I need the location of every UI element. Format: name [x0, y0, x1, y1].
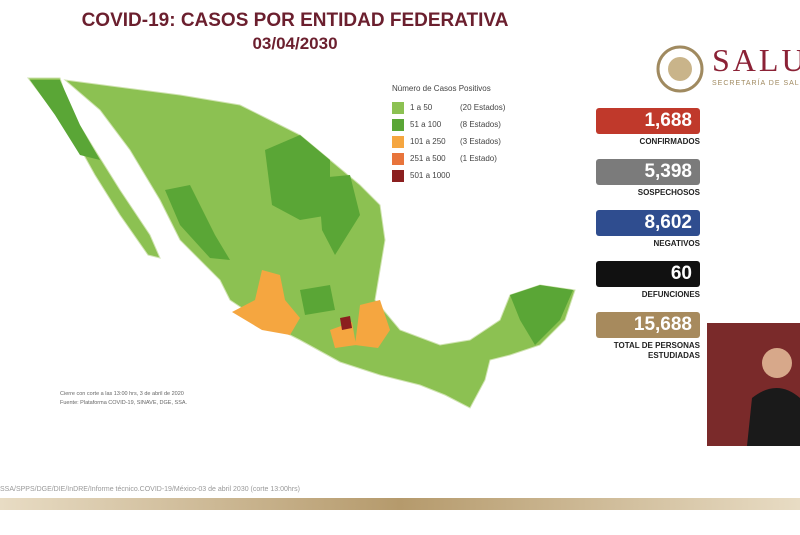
- stat-label: SOSPECHOSOS: [637, 188, 700, 197]
- logo-name: SALU: [712, 42, 800, 78]
- legend-range: 101 a 250: [410, 137, 446, 146]
- legend-swatch: [392, 118, 404, 131]
- legend-count: (20 Estados): [460, 103, 506, 112]
- stat-value: 1,688: [596, 108, 700, 134]
- state-green: [165, 185, 230, 260]
- footer: SSA/SPPS/DGE/DIE/InDRE/Informe técnico.C…: [0, 486, 300, 493]
- state-green: [265, 135, 330, 220]
- legend-count: (1 Estado): [460, 154, 497, 163]
- state-orange: [232, 270, 300, 335]
- stat-value: 15,688: [596, 312, 700, 338]
- legend-item: 251 a 500 (1 Estado): [392, 150, 505, 167]
- legend-swatch: [392, 169, 404, 182]
- state-darkred: [340, 316, 352, 330]
- stat-value: 5,398: [596, 159, 700, 185]
- mainland: [63, 79, 576, 409]
- state-orange: [355, 300, 390, 348]
- notes: Cierre con corte a las 13:00 hrs, 3 de a…: [60, 390, 187, 408]
- map: [26, 77, 576, 409]
- stat-label: CONFIRMADOS: [639, 137, 700, 146]
- legend-title: Número de Casos Positivos: [392, 84, 491, 93]
- stat-value: 60: [596, 261, 700, 287]
- stats: 1,688 CONFIRMADOS 5,398 SOSPECHOSOS 8,602 NEG…: [596, 108, 700, 363]
- legend-item: 51 a 100 (8 Estados): [392, 116, 505, 133]
- state-green: [318, 175, 360, 255]
- legend-range: 1 a 50: [410, 103, 433, 112]
- legend-count: (3 Estados): [460, 137, 501, 146]
- date: 03/04/2030: [252, 34, 338, 53]
- legend-swatch: [392, 135, 404, 148]
- legend-item: 101 a 250 (3 Estados): [392, 133, 505, 150]
- stat-label: NEGATIVOS: [653, 239, 700, 248]
- state-green: [30, 80, 100, 160]
- stat-label: TOTAL DE PERSONAS ESTUDIADAS: [613, 341, 700, 360]
- footer-bar: [0, 498, 800, 510]
- legend-range: 501 a 1000: [410, 171, 451, 180]
- interpreter-video: [707, 323, 800, 446]
- title: COVID-19: CASOS POR ENTIDAD FEDERATIVA: [81, 10, 509, 31]
- note: Fuente: Plataforma COVID-19, SINAVE, DGE…: [60, 400, 188, 406]
- legend-swatch: [392, 152, 404, 165]
- legend-range: 51 a 100: [410, 120, 442, 129]
- note: Cierre con corte a las 13:00 hrs, 3 de a…: [60, 391, 184, 397]
- state-green: [510, 285, 573, 345]
- legend-swatch: [392, 101, 404, 114]
- state-green: [300, 285, 335, 315]
- legend-count: (8 Estados): [460, 120, 501, 129]
- stat-value: 8,602: [596, 210, 700, 236]
- legend-item: 501 a 1000: [392, 167, 505, 184]
- logo-subtitle: SECRETARÍA DE SAL: [712, 80, 800, 87]
- stat-label: DEFUNCIONES: [641, 290, 700, 299]
- legend-item: 1 a 50 (20 Estados): [392, 99, 505, 116]
- logo-emblem: [656, 45, 704, 93]
- legend-range: 251 a 500: [410, 154, 446, 163]
- legend: Número de Casos Positivos 1 a 50 (20 Estad…: [392, 84, 505, 184]
